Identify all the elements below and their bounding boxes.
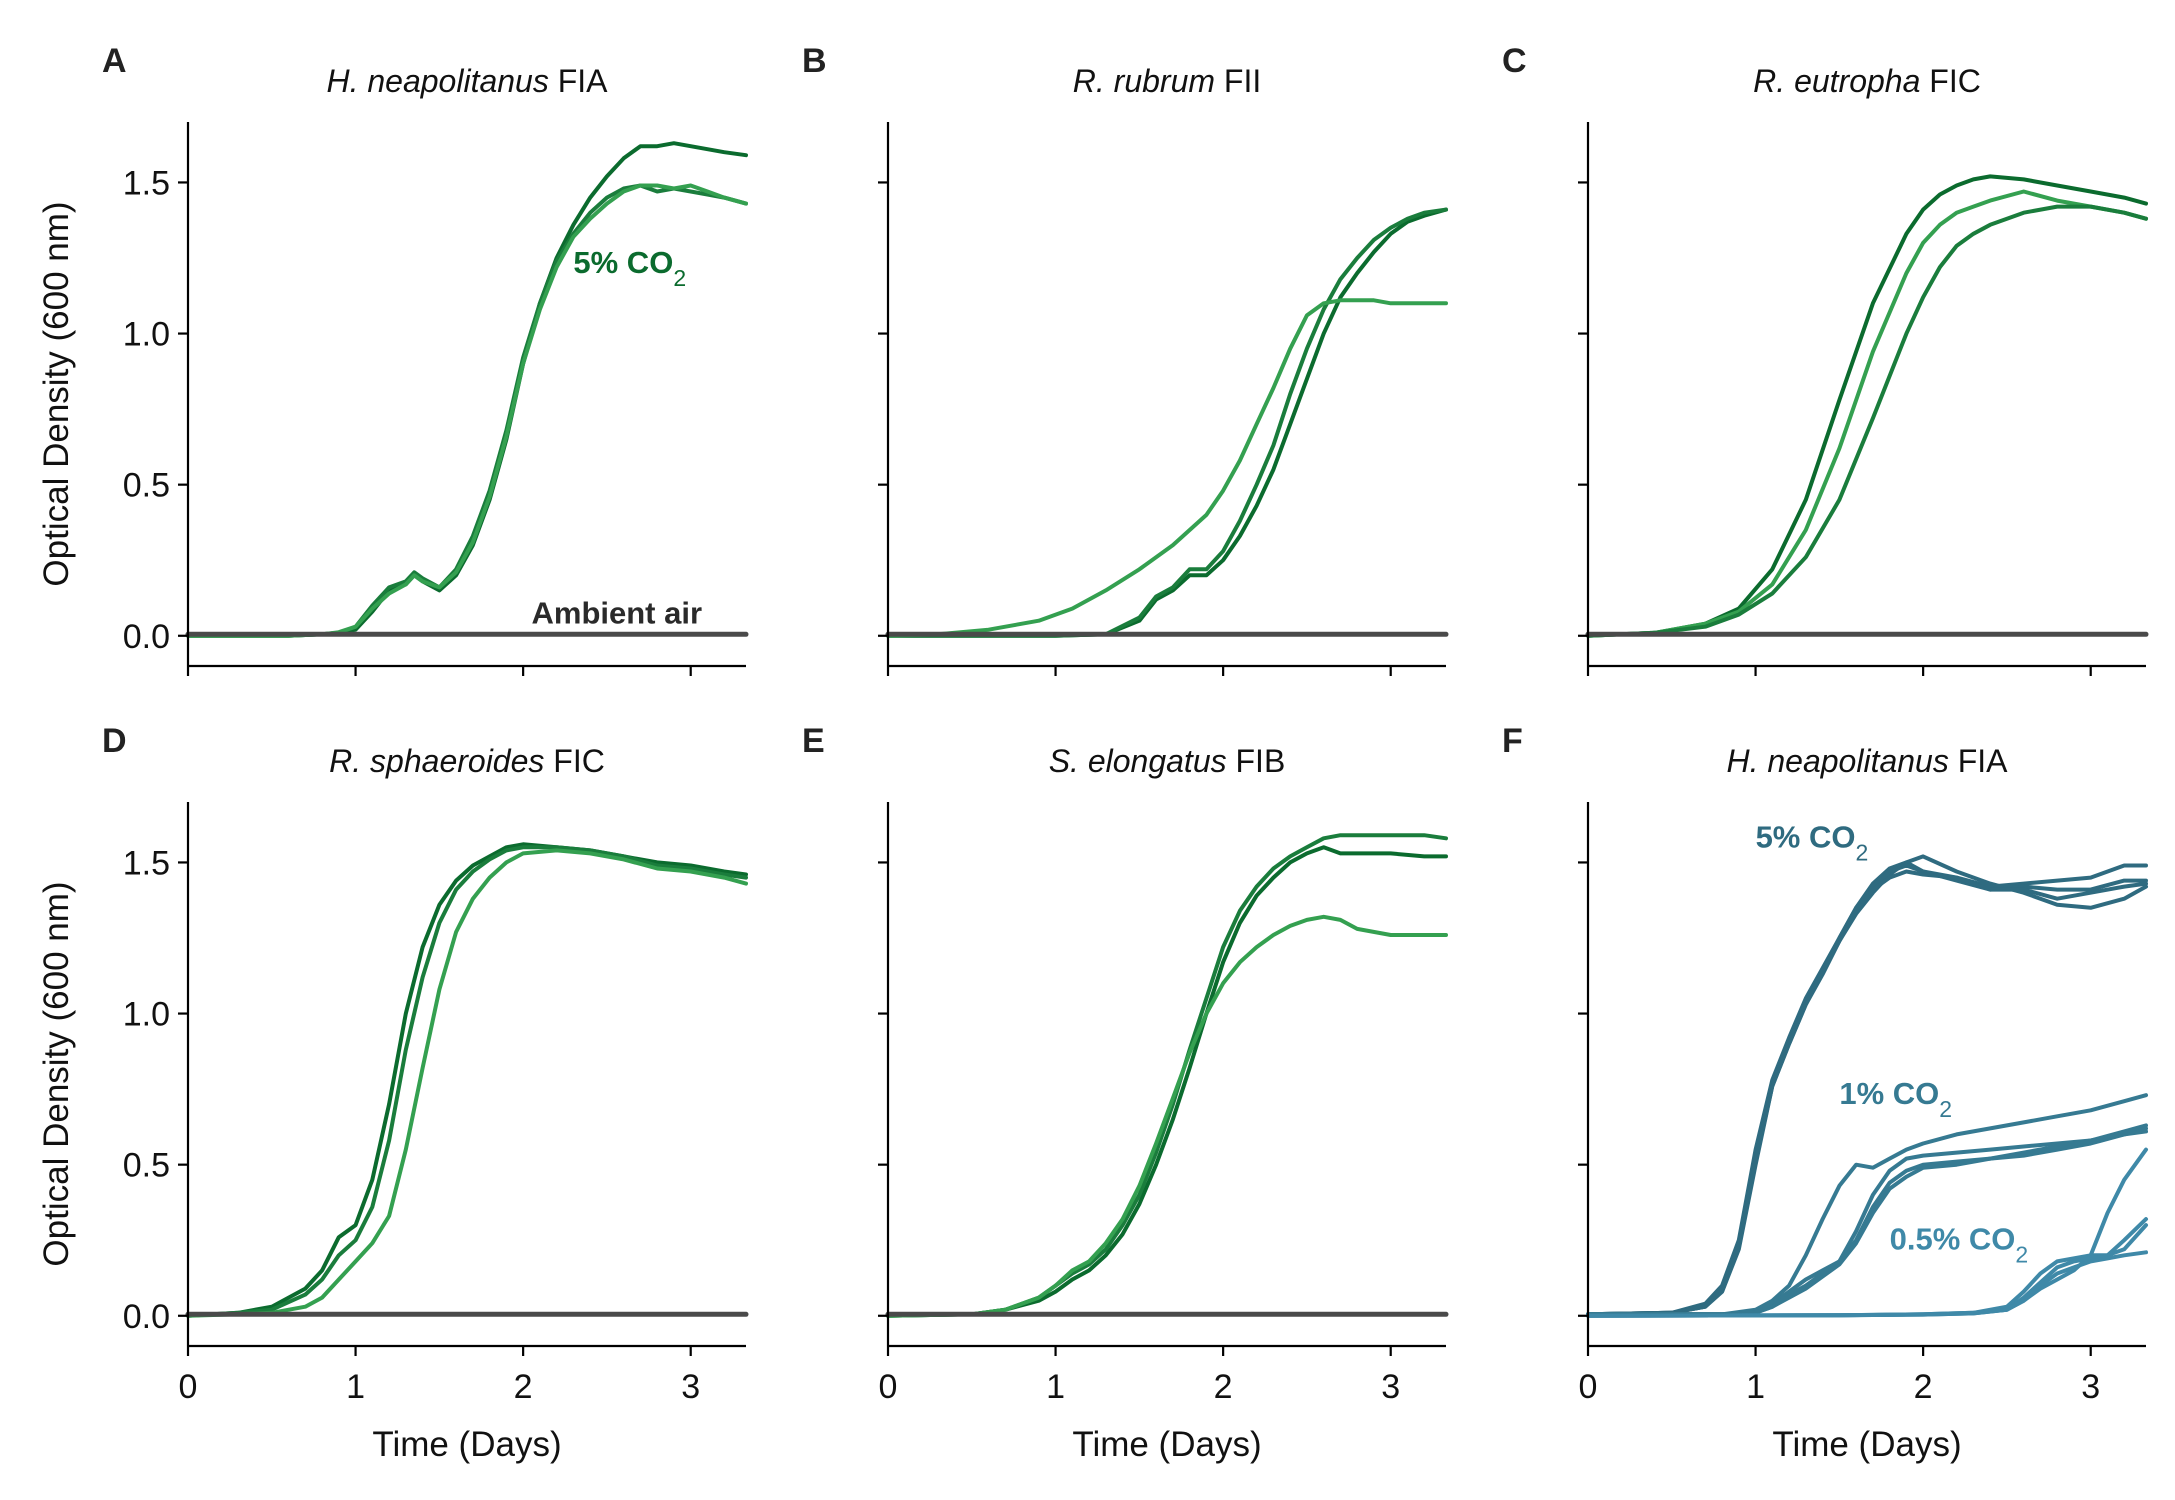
annotation-A-0: 5% CO2 xyxy=(573,245,686,291)
series-line-B-2 xyxy=(886,298,1448,638)
panel-title-B: R. rubrum FII xyxy=(1073,63,1261,99)
y-tick-label-D-0: 0.0 xyxy=(123,1298,170,1336)
x-axis-label-F: Time (Days) xyxy=(1772,1425,1961,1464)
series-line-B-0 xyxy=(886,207,1448,638)
panel-title-C: R. eutropha FIC xyxy=(1753,63,1981,99)
annotation-text-F-1: 1% CO xyxy=(1839,1076,1939,1111)
panel-title-A: H. neapolitanus FIA xyxy=(326,63,608,99)
panel-title-species-E: S. elongatus xyxy=(1049,743,1236,779)
annotation-subscript-A-0: 2 xyxy=(673,265,686,291)
panel-title-strain-D: FIC xyxy=(553,743,605,779)
x-tick-label-D-2: 2 xyxy=(514,1368,533,1406)
panel-label-A: A xyxy=(102,42,127,80)
panel-C: C R. eutropha FIC xyxy=(1502,42,2149,676)
panel-title-species-C: R. eutropha xyxy=(1753,63,1929,99)
x-tick-label-F-2: 2 xyxy=(1914,1368,1933,1406)
annotation-text-F-2: 0.5% CO xyxy=(1890,1221,2016,1256)
panel-title-species-F: H. neapolitanus xyxy=(1726,743,1957,779)
annotation-text-A-1: Ambient air xyxy=(532,596,703,631)
x-tick-label-E-1: 1 xyxy=(1046,1368,1065,1406)
x-tick-label-E-2: 2 xyxy=(1214,1368,1233,1406)
series-line-F-11 xyxy=(1586,1250,2148,1318)
panel-E: 0 1 2 3 E S. elongatus FIB Time (Days) xyxy=(802,722,1449,1464)
panel-label-C: C xyxy=(1502,42,1527,80)
panel-title-strain-C: FIC xyxy=(1929,63,1981,99)
annotation-A-1: Ambient air xyxy=(532,596,703,631)
x-tick-label-D-1: 1 xyxy=(346,1368,365,1406)
panel-label-D: D xyxy=(102,722,127,760)
x-axis-label-D: Time (Days) xyxy=(372,1425,561,1464)
y-tick-label-D-1: 0.5 xyxy=(123,1147,170,1185)
annotation-subscript-F-1: 2 xyxy=(1939,1096,1952,1122)
panel-title-F: H. neapolitanus FIA xyxy=(1726,743,2008,779)
x-tick-label-D-3: 3 xyxy=(681,1368,700,1406)
panel-title-species-B: R. rubrum xyxy=(1073,63,1224,99)
series-line-F-10 xyxy=(1586,1217,2148,1318)
series-line-F-7 xyxy=(1586,1123,2148,1317)
panel-label-F: F xyxy=(1502,722,1523,760)
annotation-text-F-0: 5% CO xyxy=(1756,819,1856,854)
series-line-A-2 xyxy=(186,183,748,638)
series-line-D-0 xyxy=(186,842,748,1318)
x-tick-label-F-1: 1 xyxy=(1746,1368,1765,1406)
series-line-B-1 xyxy=(886,207,1448,638)
x-tick-label-D-0: 0 xyxy=(179,1368,198,1406)
panel-label-B: B xyxy=(802,42,827,80)
x-tick-label-F-3: 3 xyxy=(2081,1368,2100,1406)
series-line-F-3 xyxy=(1586,869,2148,1317)
y-tick-label-A-3: 1.5 xyxy=(123,164,170,202)
series-line-D-2 xyxy=(186,848,748,1318)
y-tick-label-D-2: 1.0 xyxy=(123,996,170,1034)
series-line-E-1 xyxy=(886,833,1448,1318)
series-line-A-0 xyxy=(186,141,748,638)
panel-D: 0.0 0.5 1.0 1.5 0 1 2 3 D R. sphaeroides FIC Optic… xyxy=(37,722,749,1464)
x-tick-label-F-0: 0 xyxy=(1579,1368,1598,1406)
panel-label-E: E xyxy=(802,722,825,760)
annotation-F-2: 0.5% CO2 xyxy=(1890,1221,2029,1267)
series-line-E-2 xyxy=(886,914,1448,1318)
panel-A: 0.0 0.5 1.0 1.5 A H. neapolitanus FIA Optical … xyxy=(37,42,749,676)
y-tick-label-D-3: 1.5 xyxy=(123,844,170,882)
series-line-C-0 xyxy=(1586,174,2148,638)
x-tick-label-E-0: 0 xyxy=(879,1368,898,1406)
panel-title-strain-F: FIA xyxy=(1958,743,2008,779)
y-tick-label-A-2: 1.0 xyxy=(123,316,170,354)
series-line-E-0 xyxy=(886,845,1448,1318)
series-line-F-4 xyxy=(1586,1093,2148,1317)
panel-F: 0 1 2 3 F H. neapolitanus FIA Time (Days) 5% CO… xyxy=(1502,722,2148,1464)
panel-title-strain-A: FIA xyxy=(558,63,608,99)
panel-title-species-D: R. sphaeroides xyxy=(329,743,553,779)
y-axis-label-D: Optical Density (600 nm) xyxy=(37,881,76,1266)
panel-title-E: S. elongatus FIB xyxy=(1049,743,1286,779)
annotation-text-A-0: 5% CO xyxy=(573,245,673,280)
y-tick-label-A-1: 0.5 xyxy=(123,467,170,505)
annotation-subscript-F-2: 2 xyxy=(2015,1241,2028,1267)
panel-title-species-A: H. neapolitanus xyxy=(326,63,557,99)
y-axis-label-A: Optical Density (600 nm) xyxy=(37,201,76,586)
panel-title-D: R. sphaeroides FIC xyxy=(329,743,605,779)
x-tick-label-E-3: 3 xyxy=(1381,1368,1400,1406)
series-line-D-1 xyxy=(186,845,748,1318)
y-tick-label-A-0: 0.0 xyxy=(123,618,170,656)
series-line-F-8 xyxy=(1586,1147,2148,1318)
annotation-F-0: 5% CO2 xyxy=(1756,819,1869,865)
series-line-C-2 xyxy=(1586,204,2148,638)
x-axis-label-E: Time (Days) xyxy=(1072,1425,1261,1464)
series-line-C-1 xyxy=(1586,189,2148,638)
annotation-F-1: 1% CO2 xyxy=(1839,1076,1952,1122)
series-line-F-5 xyxy=(1586,1126,2148,1317)
panel-title-strain-B: FII xyxy=(1224,63,1261,99)
panel-B: B R. rubrum FII xyxy=(802,42,1449,676)
panel-title-strain-E: FIB xyxy=(1236,743,1286,779)
annotation-subscript-F-0: 2 xyxy=(1855,839,1868,865)
